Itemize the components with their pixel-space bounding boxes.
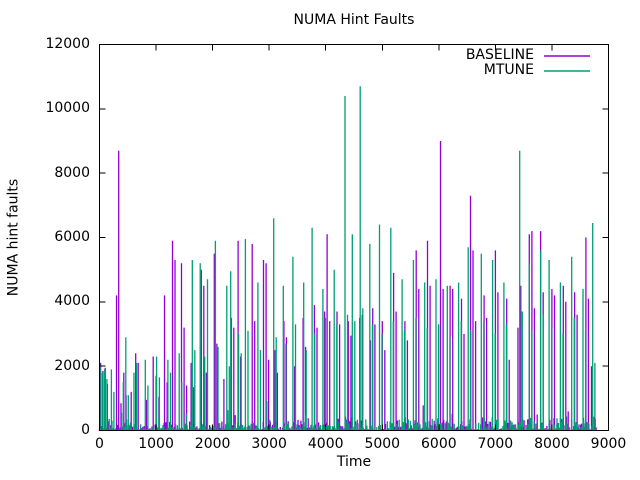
mtune-line-swatch [544,69,590,72]
y-tick-label: 4000 [54,293,90,310]
baseline-line-swatch [544,54,590,57]
x-axis-label: Time [336,454,372,470]
x-tick-label: 6000 [421,436,457,452]
series-mtune [99,86,596,431]
x-tick-label: 4000 [307,436,344,452]
x-tick-label: 2000 [194,436,231,452]
y-tick-label: 6000 [54,229,90,245]
plot-border [99,44,609,431]
legend-row-mtune: MTUNE [466,63,590,78]
x-tick-label: 1000 [138,436,174,452]
legend-label-mtune: MTUNE [483,62,534,78]
y-tick-label: 2000 [54,357,90,374]
x-tick-label: 9000 [590,436,627,452]
y-tick-label: 12000 [45,36,90,52]
legend: BASELINE MTUNE [466,48,590,78]
x-tick-label: 8000 [534,436,570,452]
x-tick-label: 3000 [251,436,287,452]
y-tick-label: 10000 [45,100,90,117]
x-tick-label: 0 [95,436,104,452]
legend-label-baseline: BASELINE [465,47,534,63]
y-tick-label: 8000 [54,164,90,181]
y-tick-label: 0 [81,422,90,438]
x-tick-label: 5000 [364,436,401,452]
x-tick-label: 7000 [477,436,514,452]
legend-row-baseline: BASELINE [466,48,590,63]
chart-title: NUMA Hint Faults [293,12,415,28]
